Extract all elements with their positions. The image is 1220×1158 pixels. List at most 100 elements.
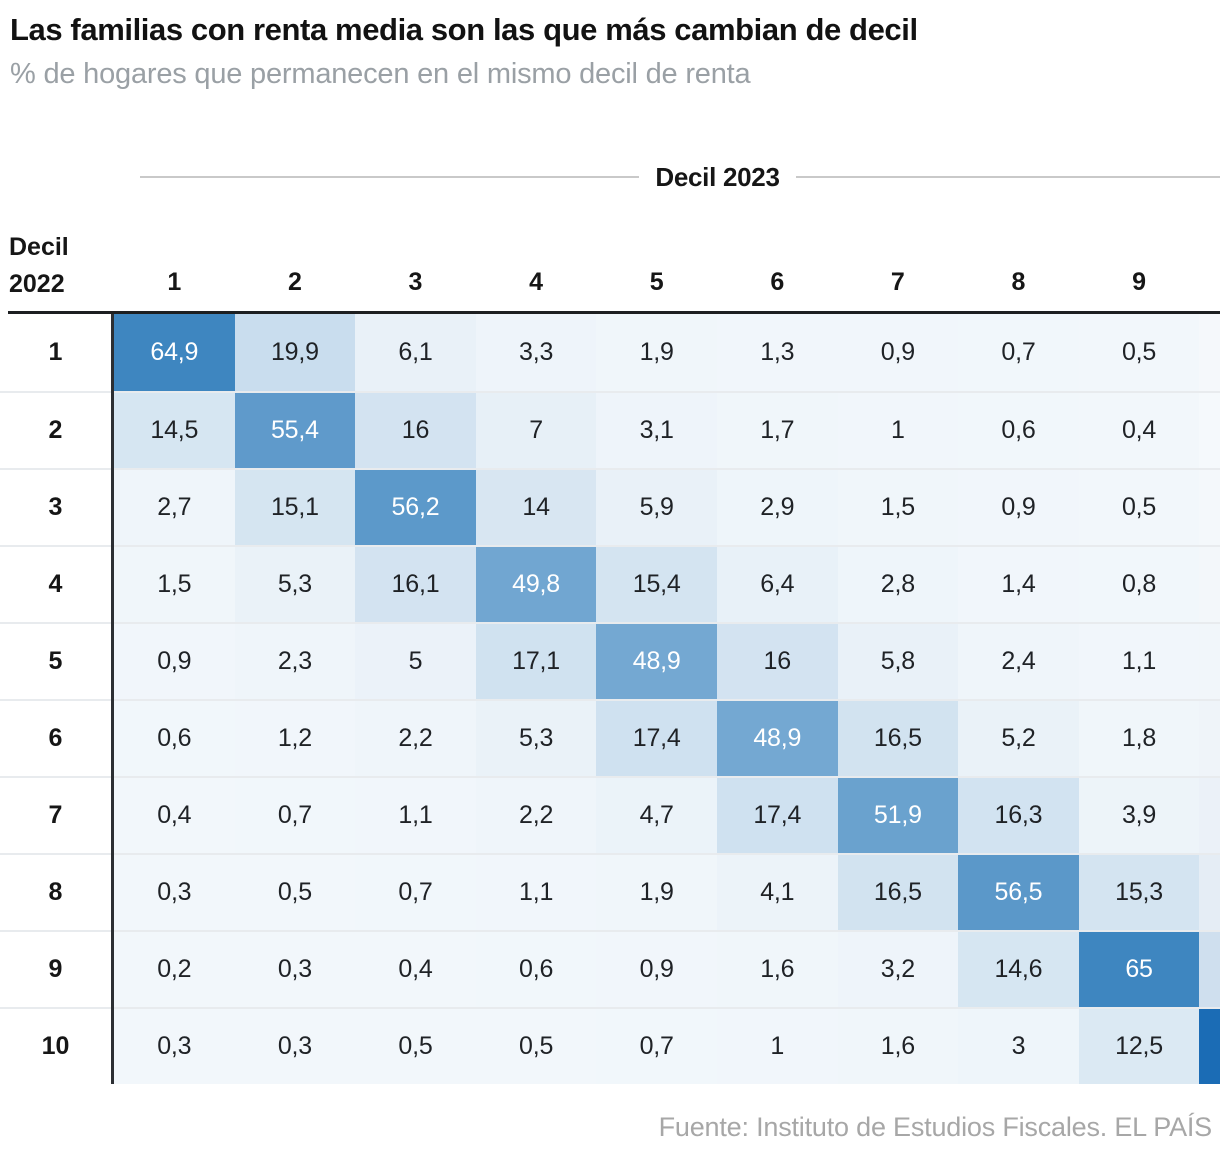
row-label: 6 — [0, 699, 111, 776]
heatmap-cell: 0,7 — [596, 1007, 717, 1084]
heatmap-cell: 6,4 — [716, 545, 838, 622]
vertical-divider — [111, 930, 114, 1007]
vertical-divider — [111, 314, 114, 391]
header-line-right — [795, 176, 1220, 178]
col10-partial-cell — [1199, 622, 1220, 699]
col10-partial-cell — [1199, 930, 1220, 1007]
heatmap-cell: 19,9 — [234, 314, 356, 391]
row-label: 4 — [0, 545, 111, 622]
row-axis-label: Decil 2022 — [0, 229, 111, 311]
heatmap-cell: 1,5 — [114, 545, 235, 622]
heatmap-cell: 5,3 — [475, 699, 597, 776]
heatmap-cell: 4,7 — [596, 776, 717, 853]
heatmap-cell: 1,6 — [837, 1007, 959, 1084]
vertical-divider — [111, 1007, 114, 1084]
row-label: 5 — [0, 622, 111, 699]
heatmap-cell: 1 — [716, 1007, 838, 1084]
heatmap-cell: 2,4 — [958, 622, 1079, 699]
heatmap-cell: 17,4 — [596, 699, 717, 776]
heatmap-cell: 1,9 — [596, 853, 717, 930]
col-header: 9 — [1132, 268, 1146, 296]
table-row: 7 0,4 0,7 1,1 2,2 4,7 17,4 51,9 16,3 3,9 — [0, 776, 1220, 853]
heatmap-cell: 16 — [355, 391, 476, 468]
heatmap-cell: 0,9 — [114, 622, 235, 699]
vertical-divider — [111, 468, 114, 545]
heatmap-cell: 1,4 — [958, 545, 1079, 622]
heatmap-cell: 0,5 — [475, 1007, 597, 1084]
heatmap-cell: 3,3 — [475, 314, 597, 391]
table-row: 6 0,6 1,2 2,2 5,3 17,4 48,9 16,5 5,2 1,8 — [0, 699, 1220, 776]
heatmap-cell: 7 — [475, 391, 597, 468]
heatmap-cell: 3,2 — [837, 930, 959, 1007]
vertical-divider — [111, 545, 114, 622]
column-header-row: Decil 2022 1 2 3 4 5 6 7 8 9 — [0, 222, 1220, 311]
row-axis-label-line1: Decil — [9, 233, 69, 261]
table-row: 8 0,3 0,5 0,7 1,1 1,9 4,1 16,5 56,5 15,3 — [0, 853, 1220, 930]
vertical-divider — [111, 622, 114, 699]
heatmap-cell: 1 — [837, 391, 959, 468]
heatmap-cell: 3,9 — [1078, 776, 1200, 853]
heatmap-cell: 51,9 — [837, 776, 959, 853]
heatmap-cell: 0,9 — [596, 930, 717, 1007]
col10-partial-cell — [1199, 776, 1220, 853]
heatmap-cell: 56,5 — [958, 853, 1079, 930]
table-row: 9 0,2 0,3 0,4 0,6 0,9 1,6 3,2 14,6 65 — [0, 930, 1220, 1007]
col-header: 8 — [1011, 268, 1026, 296]
heatmap-cell: 0,6 — [475, 930, 597, 1007]
heatmap-cell: 2,9 — [716, 468, 838, 545]
heatmap-cell: 5,8 — [837, 622, 959, 699]
col-header: 1 — [167, 268, 182, 296]
row-axis-label-line2: 2022 — [9, 270, 65, 298]
table-row: 10 0,3 0,3 0,5 0,5 0,7 1 1,6 3 12,5 — [0, 1007, 1220, 1084]
heatmap-cell: 56,2 — [355, 468, 476, 545]
source-note: Fuente: Instituto de Estudios Fiscales. … — [658, 1112, 1213, 1142]
heatmap-cell: 0,9 — [837, 314, 959, 391]
col-header: 3 — [408, 268, 423, 296]
heatmap-cell: 1,9 — [596, 314, 717, 391]
vertical-divider — [111, 776, 114, 853]
heatmap-cell: 64,9 — [114, 314, 235, 391]
heatmap-cell: 1,2 — [234, 699, 356, 776]
col10-partial-cell — [1199, 468, 1220, 545]
heatmap-cell: 5,2 — [958, 699, 1079, 776]
table-row: 3 2,7 15,1 56,2 14 5,9 2,9 1,5 0,9 0,5 — [0, 468, 1220, 545]
chart-title: Las familias con renta media son las que… — [10, 12, 918, 47]
col-header: 5 — [649, 268, 664, 296]
heatmap-cell: 15,1 — [234, 468, 356, 545]
heatmap-cell: 12,5 — [1078, 1007, 1200, 1084]
heatmap-cell: 1,8 — [1078, 699, 1200, 776]
col-axis-header: Decil 2023 — [140, 162, 1220, 192]
vertical-divider — [111, 699, 114, 776]
heatmap-cell: 1,1 — [1078, 622, 1200, 699]
heatmap-cell: 16,1 — [355, 545, 476, 622]
col10-partial-cell — [1199, 853, 1220, 930]
heatmap-cell: 0,5 — [234, 853, 356, 930]
heatmap-cell: 2,2 — [475, 776, 597, 853]
chart-subtitle: % de hogares que permanecen en el mismo … — [10, 58, 751, 90]
row-label: 7 — [0, 776, 111, 853]
heatmap-cell: 0,7 — [355, 853, 476, 930]
heatmap-cell: 14,5 — [114, 391, 235, 468]
heatmap-cell: 0,5 — [1078, 314, 1200, 391]
heatmap-cell: 0,6 — [958, 391, 1079, 468]
col-header: 7 — [890, 268, 905, 296]
heatmap-cell: 2,2 — [355, 699, 476, 776]
col-header: 6 — [770, 268, 785, 296]
heatmap-cell: 14 — [475, 468, 597, 545]
heatmap-cell: 14,6 — [958, 930, 1079, 1007]
heatmap-cell: 0,4 — [114, 776, 235, 853]
col10-partial-cell — [1199, 545, 1220, 622]
col-axis-label: Decil 2023 — [655, 161, 780, 192]
heatmap-cell: 1,5 — [837, 468, 959, 545]
table-row: 2 14,5 55,4 16 7 3,1 1,7 1 0,6 0,4 — [0, 391, 1220, 468]
heatmap-cell: 48,9 — [596, 622, 717, 699]
heatmap-body: 1 64,9 19,9 6,1 3,3 1,9 1,3 0,9 0,7 0,5 2 14,5 55,4 1… — [0, 311, 1220, 1084]
heatmap-cell: 0,3 — [114, 853, 235, 930]
heatmap-cell: 0,7 — [958, 314, 1079, 391]
heatmap-cell: 5 — [355, 622, 476, 699]
col-header: 4 — [529, 268, 544, 296]
heatmap-cell: 0,6 — [114, 699, 235, 776]
heatmap-cell: 1,7 — [716, 391, 838, 468]
header-line-left — [140, 176, 640, 178]
